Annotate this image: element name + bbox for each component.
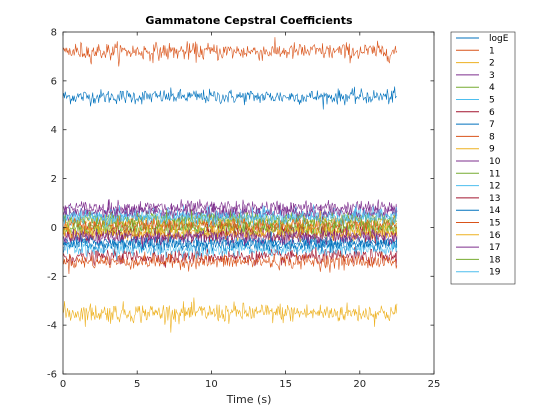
x-tick-label: 5 [134, 379, 140, 390]
x-tick-label: 10 [205, 379, 218, 390]
series-line [62, 222, 398, 243]
legend-label: 15 [489, 219, 500, 229]
legend-label: 6 [489, 108, 495, 118]
y-axis-ticks: -6 -4 -2 0 2 4 6 8 [47, 28, 434, 381]
legend-label: 12 [489, 182, 500, 192]
axes-box [62, 31, 435, 375]
legend-label: 10 [489, 157, 501, 167]
legend-label: 11 [489, 169, 500, 179]
legend-label: 14 [489, 206, 501, 216]
y-tick-label: 8 [51, 28, 57, 39]
legend-label: 8 [489, 132, 495, 142]
axes-background [63, 32, 434, 374]
x-tick-label: 0 [60, 379, 66, 390]
series-line [62, 37, 398, 67]
series-line [62, 209, 397, 233]
series-line [62, 297, 398, 333]
chart-title: Gammatone Cepstral Coefficients [145, 14, 353, 27]
y-tick-label: 2 [51, 174, 57, 185]
legend-label: 9 [489, 145, 495, 155]
legend-label: 5 [489, 96, 495, 106]
y-tick-label: -4 [47, 321, 57, 332]
y-tick-label: -6 [47, 370, 57, 381]
legend-box [450, 31, 516, 285]
y-tick-label: 6 [51, 76, 57, 87]
x-tick-label: 20 [353, 379, 366, 390]
series-line [62, 207, 398, 231]
series-line [62, 237, 398, 260]
legend-label: 13 [489, 194, 500, 204]
series-line [62, 226, 398, 248]
series-line [62, 251, 398, 275]
series-line [62, 86, 397, 110]
legend-label: logE [489, 34, 509, 44]
legend-label: 4 [489, 83, 495, 93]
legend-label: 17 [489, 243, 500, 253]
legend-label: 16 [489, 231, 501, 241]
x-axis-label: Time (s) [226, 393, 272, 406]
y-tick-label: -2 [47, 272, 57, 283]
x-tick-label: 15 [279, 379, 292, 390]
legend-label: 1 [489, 46, 495, 56]
y-tick-label: 4 [51, 125, 57, 136]
y-tick-label: 0 [51, 223, 57, 234]
plot-area: 0 5 10 15 20 25 -6 -4 -2 0 2 4 6 8 [47, 28, 440, 391]
legend-label: 19 [489, 268, 501, 278]
series-group [62, 37, 398, 333]
x-tick-label: 25 [428, 379, 441, 390]
legend-label: 18 [489, 255, 501, 265]
series-line [62, 228, 398, 256]
legend-label: 7 [489, 120, 495, 130]
legend-label: 2 [489, 59, 495, 69]
legend-label: 3 [489, 71, 495, 81]
x-axis-ticks: 0 5 10 15 20 25 [60, 32, 441, 390]
